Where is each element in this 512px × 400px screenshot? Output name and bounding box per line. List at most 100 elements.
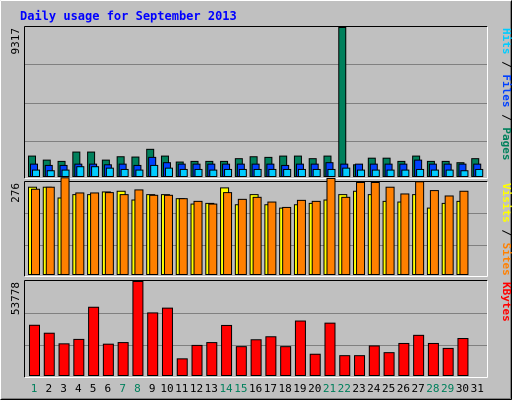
legend-item-files: Files xyxy=(500,74,512,107)
bar-hits xyxy=(297,168,306,177)
bar-kbytes xyxy=(339,355,351,377)
bar-kbytes xyxy=(398,342,410,376)
bar-sites xyxy=(341,196,351,275)
bar-kbytes xyxy=(368,345,380,377)
bar-pages xyxy=(338,27,347,177)
x-tick-label: 8 xyxy=(134,382,141,395)
legend-separator: / xyxy=(500,55,512,75)
x-tick-label: 24 xyxy=(367,382,381,395)
bar-sites xyxy=(178,198,188,276)
bar-sites xyxy=(267,201,277,275)
x-tick-label: 16 xyxy=(249,382,262,395)
bar-kbytes xyxy=(147,312,159,376)
bar-hits xyxy=(150,164,159,177)
x-tick-label: 21 xyxy=(323,382,336,395)
bar-hits xyxy=(401,169,410,177)
bar-kbytes xyxy=(250,339,262,376)
bar-sites xyxy=(459,190,469,275)
x-tick-label: 15 xyxy=(234,382,247,395)
x-tick-label: 9 xyxy=(149,382,156,395)
x-tick-label: 11 xyxy=(175,382,188,395)
x-tick-label: 7 xyxy=(119,382,126,395)
bar-sites xyxy=(237,198,247,275)
bar-sites xyxy=(356,182,366,275)
bar-kbytes xyxy=(442,347,454,376)
bar-kbytes xyxy=(73,338,85,376)
x-tick-label: 18 xyxy=(279,382,292,395)
bar-hits xyxy=(460,170,469,177)
x-tick-label: 23 xyxy=(352,382,365,395)
bar-hits xyxy=(46,170,55,177)
bar-kbytes xyxy=(309,353,321,376)
bar-kbytes xyxy=(117,342,129,377)
bar-sites xyxy=(252,196,262,275)
bar-hits xyxy=(105,167,114,178)
x-tick-label: 14 xyxy=(219,382,233,395)
bar-kbytes xyxy=(457,338,469,376)
panel-hits-files-pages: 9317 Hits / Files / Pages xyxy=(9,26,512,179)
bar-hits xyxy=(164,167,173,178)
panel-legend: Hits / Files / Pages xyxy=(500,28,512,161)
legend-item-kbytes: KBytes xyxy=(500,282,512,322)
bar-sites xyxy=(429,190,439,275)
bar-kbytes xyxy=(235,346,247,376)
bar-sites xyxy=(75,192,85,275)
bar-hits xyxy=(327,168,336,177)
bar-hits xyxy=(475,168,484,177)
x-tick-label: 4 xyxy=(75,382,82,395)
bar-hits xyxy=(120,168,129,177)
x-tick-label: 20 xyxy=(308,382,321,395)
bar-sites xyxy=(60,177,70,275)
bar-hits xyxy=(253,168,262,177)
bar-hits xyxy=(268,168,277,177)
bar-hits xyxy=(357,169,366,177)
legend-separator: / xyxy=(500,108,512,128)
bar-kbytes xyxy=(206,342,218,377)
bar-kbytes xyxy=(88,306,100,376)
x-tick-label: 19 xyxy=(293,382,306,395)
bar-kbytes xyxy=(265,336,277,376)
bar-hits xyxy=(61,169,70,177)
bar-sites xyxy=(370,182,380,275)
bar-kbytes xyxy=(383,352,395,376)
bar-hits xyxy=(194,168,203,177)
panel-ymax-label: 9317 xyxy=(9,28,22,55)
x-tick-label: 2 xyxy=(45,382,52,395)
bar-kbytes xyxy=(58,343,70,376)
bar-hits xyxy=(32,169,40,177)
x-axis-day-labels: 1 2 3 4 5 6 7 8 9 10 11 12 13 14 15 16 17 18 19 20 21 22 23 24 2… xyxy=(31,382,484,395)
bar-hits xyxy=(238,168,247,177)
bar-hits xyxy=(371,169,380,177)
bar-hits xyxy=(135,169,144,177)
bar-hits xyxy=(342,167,351,178)
panel-plot-area xyxy=(24,26,488,179)
bar-kbytes xyxy=(221,324,233,376)
bar-hits xyxy=(91,166,100,178)
bar-kbytes xyxy=(29,324,40,376)
bar-sites xyxy=(149,194,159,276)
bar-sites xyxy=(134,189,144,275)
bar-kbytes xyxy=(102,343,114,377)
x-tick-label: 5 xyxy=(90,382,97,395)
legend-item-visits: Visits xyxy=(500,183,512,223)
x-tick-label: 3 xyxy=(60,382,67,395)
bar-sites xyxy=(385,186,395,275)
bar-hits xyxy=(224,168,233,177)
bar-sites xyxy=(326,177,336,276)
bar-sites xyxy=(415,181,425,275)
bar-hits xyxy=(386,169,395,177)
bar-sites xyxy=(311,200,321,275)
x-tick-label: 22 xyxy=(338,382,351,395)
bar-sites xyxy=(444,195,454,275)
bar-sites xyxy=(282,206,292,275)
bar-hits xyxy=(430,169,439,177)
bar-sites xyxy=(193,200,203,275)
bar-hits xyxy=(312,168,321,177)
bar-kbytes xyxy=(324,322,336,377)
bar-kbytes xyxy=(161,307,173,377)
bar-kbytes xyxy=(354,355,366,377)
bar-sites xyxy=(104,192,114,275)
x-tick-label: 25 xyxy=(382,382,395,395)
panel-visits-sites: 276 Visits / Sites xyxy=(9,177,512,277)
